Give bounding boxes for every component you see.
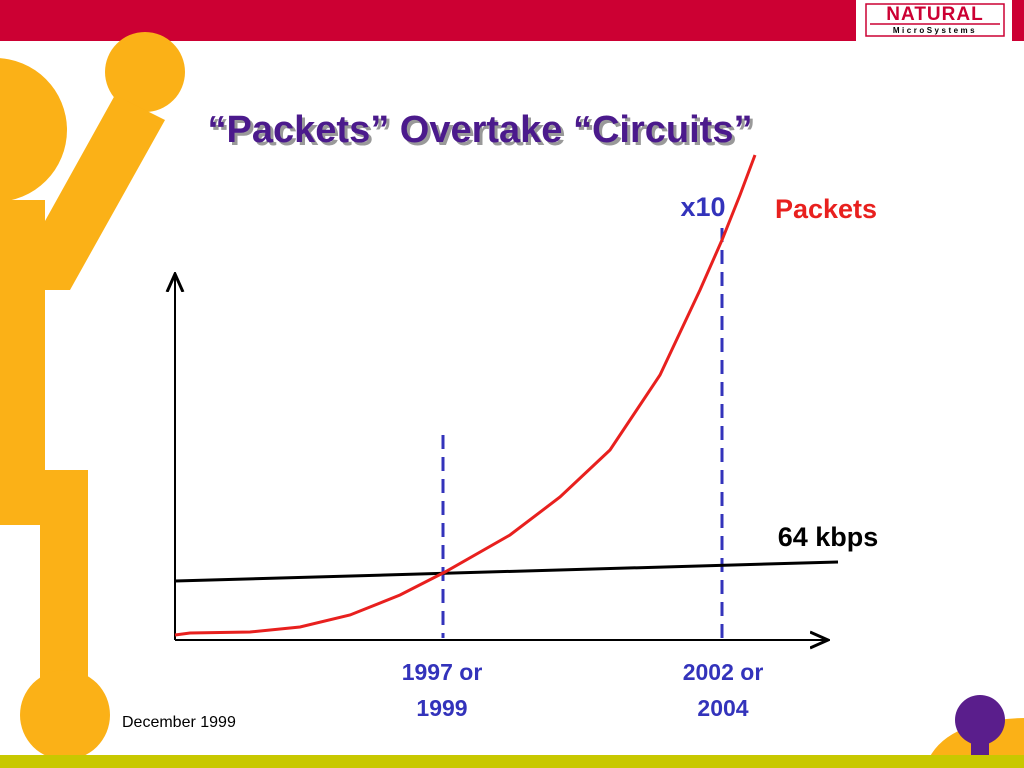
circuits-label: 64 kbps: [778, 522, 879, 552]
bottom-strip: [0, 755, 1024, 768]
top-bar: [0, 0, 1024, 41]
packets-label: Packets: [775, 194, 877, 224]
circuits-line: [174, 560, 839, 583]
title: “Packets” Overtake “Circuits”: [208, 109, 753, 151]
later-label: 2004: [697, 695, 748, 721]
left-figure: [0, 32, 185, 760]
crossover-label: 1999: [416, 695, 467, 721]
crossover-label: 1997 or: [402, 659, 483, 685]
later-label: 2002 or: [683, 659, 764, 685]
logo-box: [856, 0, 1012, 41]
multiplier-label: x10: [680, 192, 725, 222]
left-figure-body: [0, 200, 20, 470]
footer-date: December 1999: [122, 714, 236, 731]
logo-subname: MicroSystems: [893, 26, 977, 35]
logo-name: NATURAL: [886, 4, 983, 25]
title-shadow: “Packets” Overtake “Circuits”: [211, 112, 756, 154]
logo-frame: [865, 3, 1005, 37]
corner-body: [971, 735, 989, 755]
packets-curve: [174, 154, 757, 637]
corner-head: [955, 695, 1005, 745]
